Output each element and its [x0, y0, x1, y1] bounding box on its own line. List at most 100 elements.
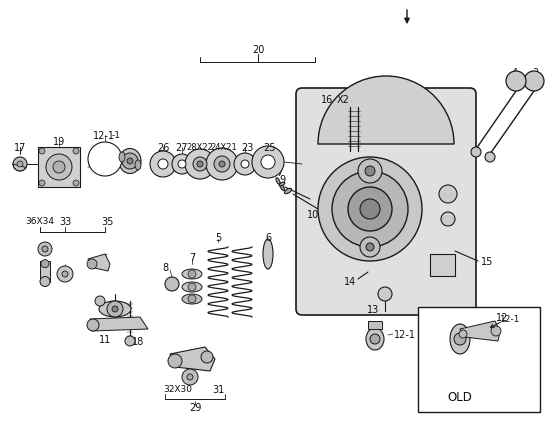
- Text: 37: 37: [272, 168, 284, 178]
- Text: 29: 29: [189, 402, 201, 412]
- Circle shape: [38, 243, 52, 256]
- Circle shape: [42, 247, 48, 253]
- Circle shape: [185, 150, 215, 180]
- Text: 19: 19: [53, 137, 65, 147]
- Circle shape: [41, 260, 49, 268]
- Text: 3: 3: [532, 68, 538, 78]
- Text: 15: 15: [481, 256, 493, 266]
- Circle shape: [127, 159, 133, 164]
- Text: 26: 26: [157, 143, 169, 153]
- FancyBboxPatch shape: [296, 89, 476, 315]
- Ellipse shape: [263, 240, 273, 270]
- Circle shape: [370, 334, 380, 344]
- Text: 16: 16: [321, 95, 333, 105]
- Ellipse shape: [99, 301, 131, 317]
- Text: 24X21: 24X21: [211, 143, 237, 152]
- Circle shape: [506, 72, 526, 92]
- Ellipse shape: [182, 294, 202, 304]
- Bar: [418, 307, 540, 412]
- Circle shape: [491, 326, 501, 336]
- Circle shape: [17, 161, 23, 168]
- Circle shape: [188, 270, 196, 278]
- Circle shape: [150, 151, 176, 178]
- Text: 32X30: 32X30: [163, 385, 193, 394]
- Circle shape: [193, 158, 207, 171]
- Circle shape: [62, 271, 68, 277]
- Text: 12-1: 12-1: [394, 329, 416, 339]
- Circle shape: [252, 147, 284, 178]
- Circle shape: [485, 153, 495, 163]
- Circle shape: [95, 296, 105, 306]
- Text: 12-1: 12-1: [500, 315, 520, 324]
- Ellipse shape: [182, 283, 202, 293]
- Text: 27: 27: [176, 143, 188, 153]
- Ellipse shape: [182, 270, 202, 279]
- Text: 28X22: 28X22: [187, 143, 214, 152]
- Ellipse shape: [276, 178, 280, 185]
- Text: 13: 13: [367, 304, 379, 314]
- Text: -1: -1: [112, 131, 120, 140]
- Circle shape: [197, 161, 203, 168]
- Circle shape: [360, 200, 380, 220]
- Circle shape: [172, 155, 192, 174]
- Circle shape: [40, 277, 50, 287]
- Circle shape: [214, 157, 230, 173]
- Circle shape: [112, 306, 118, 312]
- Circle shape: [88, 143, 122, 177]
- Circle shape: [39, 149, 45, 155]
- Bar: [430, 254, 455, 276]
- Ellipse shape: [450, 324, 470, 354]
- Text: 11: 11: [99, 334, 111, 344]
- Circle shape: [187, 374, 193, 380]
- Circle shape: [358, 160, 382, 184]
- Circle shape: [178, 161, 186, 169]
- Circle shape: [53, 161, 65, 174]
- Polygon shape: [90, 317, 148, 331]
- Text: 6: 6: [265, 233, 271, 243]
- Polygon shape: [13, 164, 26, 171]
- Ellipse shape: [280, 184, 284, 191]
- Circle shape: [46, 155, 72, 181]
- Text: 18: 18: [132, 336, 144, 346]
- Circle shape: [188, 283, 196, 291]
- Ellipse shape: [119, 149, 141, 174]
- Circle shape: [378, 287, 392, 301]
- Text: 12: 12: [97, 155, 109, 164]
- Circle shape: [459, 330, 467, 338]
- Circle shape: [206, 149, 238, 181]
- Text: 35: 35: [101, 217, 113, 227]
- Text: 12-1: 12-1: [93, 131, 115, 141]
- Circle shape: [201, 351, 213, 363]
- Circle shape: [168, 354, 182, 368]
- Circle shape: [360, 237, 380, 257]
- Text: 8: 8: [162, 263, 168, 273]
- Ellipse shape: [119, 153, 125, 163]
- Text: 14: 14: [344, 276, 356, 286]
- Circle shape: [73, 149, 79, 155]
- Circle shape: [165, 277, 179, 291]
- Text: 33: 33: [59, 217, 71, 227]
- Circle shape: [318, 158, 422, 261]
- Circle shape: [241, 161, 249, 169]
- Circle shape: [39, 181, 45, 187]
- Polygon shape: [460, 321, 500, 341]
- Polygon shape: [170, 347, 215, 371]
- Circle shape: [87, 319, 99, 331]
- Circle shape: [348, 187, 392, 231]
- Circle shape: [125, 336, 135, 346]
- Circle shape: [87, 260, 97, 270]
- Circle shape: [13, 158, 27, 171]
- Ellipse shape: [366, 328, 384, 350]
- Circle shape: [73, 181, 79, 187]
- Circle shape: [158, 160, 168, 170]
- Text: OLD: OLD: [448, 391, 473, 404]
- Ellipse shape: [284, 189, 291, 194]
- Bar: [38, 148, 80, 187]
- Circle shape: [524, 72, 544, 92]
- Text: 20: 20: [252, 45, 264, 55]
- Ellipse shape: [135, 161, 141, 171]
- Text: X2: X2: [337, 95, 349, 105]
- Circle shape: [107, 301, 123, 317]
- Polygon shape: [88, 254, 110, 271]
- Bar: [368, 321, 382, 329]
